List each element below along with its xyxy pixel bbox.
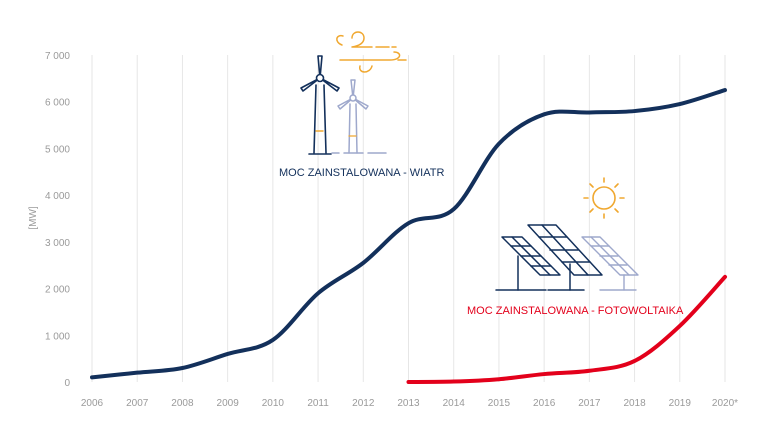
series-lines [90, 88, 727, 384]
y-tick-label: 0 [64, 378, 70, 389]
x-tick-label: 2006 [81, 398, 104, 409]
y-tick-label: 7 000 [45, 51, 70, 62]
x-axis-ticks: 2006 2007 2008 2009 2010 2011 2012 2013 2014 2015… [81, 398, 738, 409]
x-tick-label: 2018 [623, 398, 646, 409]
y-tick-label: 6 000 [45, 98, 70, 109]
sun-icon [583, 177, 625, 219]
solar-panel-icon [495, 224, 639, 291]
wind-turbine-icon [300, 31, 407, 155]
y-tick-label: 5 000 [45, 144, 70, 155]
x-tick-label: 2009 [217, 398, 240, 409]
wind-series-label: MOC ZAINSTALOWANA - WIATR [279, 167, 444, 179]
x-tick-label: 2020* [712, 398, 738, 409]
x-tick-label: 2016 [533, 398, 556, 409]
y-tick-label: 2 000 [45, 285, 70, 296]
y-axis-ticks: 0 1 000 2 000 3 000 4 000 5 000 6 000 7 000 [45, 51, 70, 389]
solar-series-line [406, 274, 727, 384]
x-tick-label: 2013 [397, 398, 420, 409]
y-tick-label: 1 000 [45, 331, 70, 342]
x-tick-label: 2015 [488, 398, 511, 409]
x-tick-label: 2019 [669, 398, 692, 409]
x-tick-label: 2012 [352, 398, 375, 409]
x-tick-label: 2007 [126, 398, 149, 409]
x-tick-label: 2008 [171, 398, 194, 409]
x-tick-label: 2014 [443, 398, 466, 409]
x-tick-label: 2010 [262, 398, 285, 409]
y-tick-label: 3 000 [45, 238, 70, 249]
x-tick-label: 2017 [578, 398, 601, 409]
wind-series-line [90, 88, 727, 380]
y-tick-label: 4 000 [45, 191, 70, 202]
solar-series-label: MOC ZAINSTALOWANA - FOTOWOLTAIKA [467, 305, 684, 317]
x-tick-label: 2011 [307, 398, 329, 409]
grid [91, 55, 726, 382]
y-axis-label: [MW] [28, 206, 39, 230]
